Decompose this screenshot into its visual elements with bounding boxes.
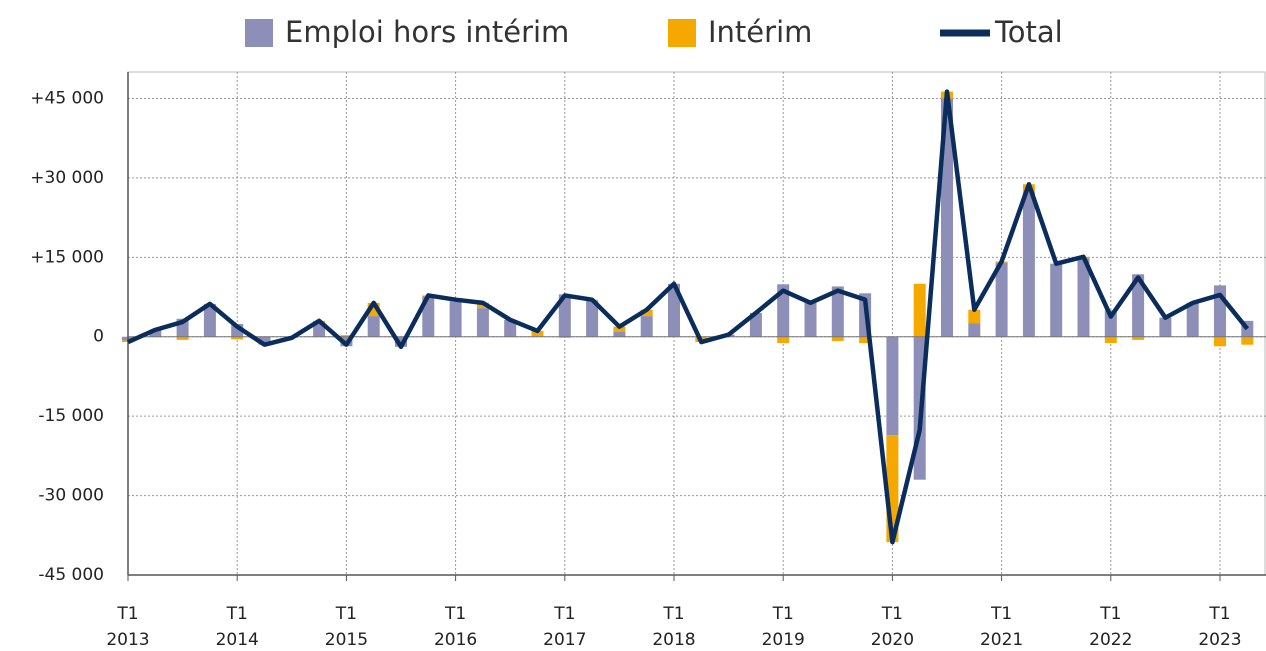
legend-swatch — [245, 19, 273, 47]
y-tick-label: +15 000 — [30, 247, 104, 267]
y-tick-label: +45 000 — [30, 88, 104, 108]
bar — [149, 329, 162, 337]
bar — [558, 336, 571, 338]
bar — [1159, 317, 1172, 337]
bar — [1214, 336, 1226, 347]
bar — [913, 283, 926, 337]
x-tick-label: T1 2018 — [652, 604, 695, 650]
bar — [749, 312, 762, 337]
bar — [1022, 192, 1035, 337]
x-tick-label: T1 2022 — [1089, 604, 1132, 650]
bar — [777, 284, 790, 337]
bar — [422, 296, 435, 337]
bar — [558, 294, 571, 337]
bar — [613, 326, 626, 332]
bar — [1077, 258, 1090, 337]
y-tick-label: +30 000 — [30, 168, 104, 188]
x-tick-label: T1 2013 — [106, 604, 149, 650]
x-tick-label: T1 2015 — [325, 604, 368, 650]
x-tick-label: T1 2021 — [980, 604, 1023, 650]
legend-swatch — [668, 19, 696, 47]
bar — [859, 336, 872, 344]
x-tick-label: T1 2023 — [1198, 604, 1241, 650]
bar — [831, 336, 844, 341]
bar — [1241, 336, 1254, 345]
x-tick-label: T1 2020 — [871, 604, 914, 650]
bar — [340, 335, 353, 337]
bar — [886, 336, 899, 436]
bar — [203, 303, 216, 337]
bar — [1104, 336, 1117, 344]
bar — [1050, 263, 1063, 337]
bar — [449, 301, 462, 337]
bar — [995, 262, 1008, 337]
x-tick-label: T1 2017 — [543, 604, 586, 650]
bar — [640, 316, 653, 337]
bar — [968, 309, 981, 324]
bar — [804, 302, 817, 337]
legend-label: Intérim — [708, 15, 812, 49]
bar — [968, 323, 981, 337]
bar — [231, 336, 244, 340]
bar — [1104, 310, 1117, 337]
bar — [367, 316, 380, 337]
plot-frame — [127, 71, 1266, 576]
bar — [640, 309, 653, 317]
bar — [531, 330, 544, 337]
legend-label: Emploi hors intérim — [285, 15, 569, 49]
bar — [941, 98, 953, 337]
bar — [504, 319, 517, 337]
y-tick-label: -15 000 — [38, 406, 104, 426]
total-line — [127, 89, 1250, 545]
bar — [395, 336, 407, 347]
y-tick-label: -30 000 — [38, 486, 104, 506]
bar — [1132, 274, 1145, 337]
bar — [476, 308, 489, 337]
bar — [831, 286, 844, 337]
bar — [1186, 302, 1199, 337]
bar — [613, 331, 626, 337]
bar — [258, 336, 271, 345]
bar — [777, 336, 790, 344]
x-tick-label: T1 2019 — [762, 604, 805, 650]
x-tick-label: T1 2014 — [216, 604, 259, 650]
legend-label: Total — [994, 15, 1063, 49]
x-tick-label: T1 2016 — [434, 604, 477, 650]
bar — [176, 336, 189, 340]
bar — [1132, 336, 1145, 340]
bar — [586, 300, 599, 337]
y-tick-label: 0 — [93, 327, 104, 347]
bar — [668, 283, 680, 337]
y-tick-label: -45 000 — [38, 565, 104, 585]
